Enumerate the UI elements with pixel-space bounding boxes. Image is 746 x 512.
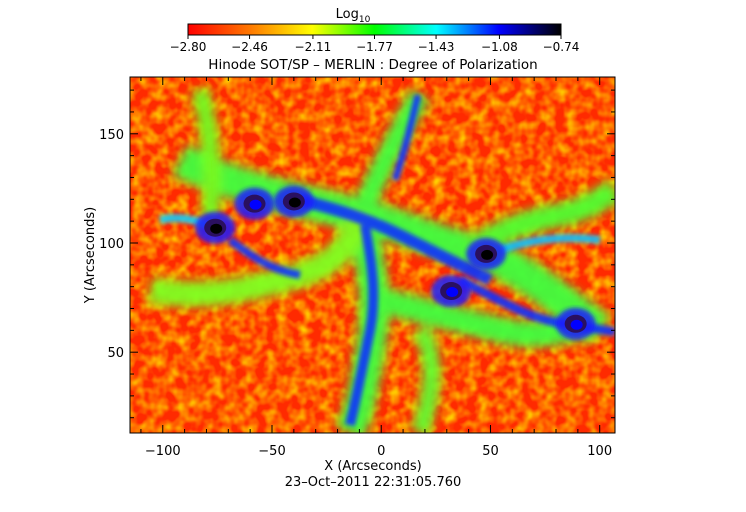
spot-core [288, 197, 301, 208]
x-axis: −100 −50 0 50 100 [140, 77, 612, 459]
chart-title: Hinode SOT/SP – MERLIN : Degree of Polar… [208, 57, 537, 73]
spot-core [481, 249, 494, 260]
timestamp: 23–Oct–2011 22:31:05.760 [285, 475, 462, 490]
colorbar-tick-label: −1.43 [418, 40, 455, 54]
colorbar-ticks: −2.80 −2.46 −2.11 −1.77 −1.43 −1.08 −0.74 [170, 35, 580, 54]
x-tick-label: 0 [377, 444, 385, 459]
spot-core [446, 287, 459, 298]
y-axis: 50 100 150 [99, 89, 615, 419]
polarization-map [130, 77, 615, 433]
y-tick-label: 50 [107, 346, 124, 361]
x-tick-label: −50 [258, 444, 285, 459]
colorbar-label: Log10 [336, 7, 371, 25]
colorbar-tick-label: −2.11 [295, 40, 332, 54]
y-axis-label: Y (Arcseconds) [83, 207, 98, 304]
y-tick-label: 150 [99, 128, 124, 143]
colorbar-tick-label: −0.74 [543, 40, 580, 54]
spot-core [249, 199, 262, 210]
dark-spots [195, 185, 596, 340]
colorbar-tick-label: −2.46 [231, 40, 268, 54]
spot-core [570, 319, 583, 330]
x-axis-label: X (Arcseconds) [324, 459, 421, 474]
colorbar-tick-label: −1.77 [356, 40, 393, 54]
plot-frame [129, 76, 616, 434]
colorbar [187, 23, 562, 36]
x-tick-label: −100 [145, 444, 181, 459]
colorbar-tick-label: −1.08 [481, 40, 518, 54]
spot-core [210, 223, 223, 234]
x-tick-label: 50 [482, 444, 499, 459]
x-tick-label: 100 [587, 444, 612, 459]
y-tick-label: 100 [99, 237, 124, 252]
colorbar-tick-label: −2.80 [170, 40, 207, 54]
